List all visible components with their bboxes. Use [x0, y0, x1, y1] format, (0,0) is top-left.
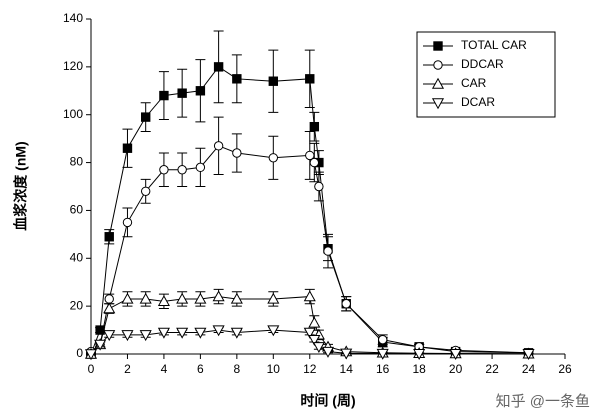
marker	[413, 349, 426, 360]
marker	[321, 346, 335, 358]
marker	[230, 327, 243, 339]
marker	[140, 186, 151, 196]
x-tick-label: 24	[522, 362, 536, 376]
marker	[431, 77, 445, 89]
y-tick-label: 60	[70, 203, 84, 217]
y-tick-label: 0	[76, 346, 83, 360]
marker	[433, 60, 443, 70]
marker	[340, 348, 353, 360]
x-tick-label: 14	[340, 362, 354, 376]
legend-label: CAR	[461, 76, 487, 90]
marker	[122, 143, 133, 153]
marker	[195, 86, 206, 96]
legend-label: DDCAR	[461, 57, 504, 71]
marker	[308, 316, 321, 328]
marker	[140, 112, 151, 122]
y-tick-label: 120	[63, 59, 83, 73]
marker	[303, 327, 316, 339]
marker	[157, 327, 170, 339]
marker	[122, 217, 133, 228]
series-line	[90, 66, 529, 355]
marker	[309, 157, 320, 168]
marker	[139, 292, 152, 304]
marker	[103, 330, 116, 342]
x-tick-label: 18	[412, 362, 426, 376]
marker	[232, 74, 242, 84]
marker	[177, 165, 187, 175]
y-tick-label: 20	[70, 298, 84, 312]
marker	[267, 325, 280, 337]
marker	[449, 349, 462, 360]
marker	[431, 98, 445, 110]
x-tick-label: 20	[449, 362, 463, 376]
marker	[212, 325, 225, 337]
marker	[522, 349, 535, 360]
x-tick-label: 8	[234, 362, 241, 376]
marker	[159, 90, 169, 101]
marker	[213, 141, 224, 151]
marker	[212, 290, 225, 302]
marker	[232, 148, 242, 158]
marker	[308, 334, 321, 346]
marker	[176, 292, 189, 304]
marker	[268, 153, 279, 163]
marker	[323, 246, 333, 256]
marker	[377, 334, 388, 345]
marker	[157, 295, 170, 307]
marker	[268, 76, 279, 86]
marker	[303, 290, 316, 302]
marker	[195, 162, 206, 173]
marker	[305, 74, 315, 84]
marker	[376, 348, 389, 360]
series-line	[90, 145, 529, 354]
y-tick-label: 80	[70, 155, 84, 169]
x-tick-label: 12	[303, 362, 317, 376]
watermark: 知乎 @一条鱼	[496, 392, 590, 410]
marker	[309, 121, 320, 132]
marker	[84, 349, 98, 361]
legend-label: TOTAL CAR	[461, 38, 527, 52]
marker	[104, 294, 114, 304]
marker	[267, 292, 280, 304]
marker	[159, 165, 169, 175]
marker	[314, 181, 324, 192]
x-axis-label: 时间 (周)	[300, 393, 355, 409]
y-tick-label: 40	[70, 250, 84, 264]
marker	[194, 292, 207, 304]
marker	[194, 327, 207, 339]
marker	[121, 330, 134, 342]
y-tick-label: 140	[63, 11, 83, 25]
marker	[341, 299, 351, 309]
y-tick-label: 100	[63, 107, 83, 121]
marker	[139, 330, 152, 342]
marker	[121, 292, 134, 304]
x-tick-label: 22	[485, 362, 499, 376]
marker	[103, 302, 116, 314]
x-tick-label: 4	[161, 362, 168, 376]
x-tick-label: 26	[558, 362, 572, 376]
marker	[94, 339, 107, 351]
marker	[104, 232, 114, 242]
marker	[176, 327, 189, 339]
x-tick-label: 0	[88, 362, 95, 376]
x-tick-label: 6	[197, 362, 204, 376]
marker	[312, 342, 325, 354]
x-tick-label: 2	[124, 362, 131, 376]
y-axis-label: 血浆浓度 (nM)	[13, 141, 29, 230]
marker	[95, 325, 105, 335]
legend-label: DCAR	[461, 95, 495, 109]
marker	[177, 88, 187, 98]
x-tick-label: 16	[376, 362, 390, 376]
x-tick-label: 10	[267, 362, 281, 376]
marker	[230, 292, 243, 304]
marker	[433, 41, 443, 51]
marker	[213, 62, 224, 72]
marker	[305, 150, 315, 161]
